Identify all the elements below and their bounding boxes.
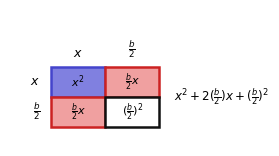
Text: $x$: $x$	[30, 75, 40, 88]
Bar	[51, 67, 105, 97]
Text: $x$: $x$	[73, 46, 83, 60]
Text: $x^2$: $x^2$	[71, 73, 85, 90]
Bar	[105, 97, 159, 127]
Text: $\frac{b}{2}$: $\frac{b}{2}$	[128, 38, 136, 60]
Text: $x^2+2(\frac{b}{2})x+(\frac{b}{2})^2$: $x^2+2(\frac{b}{2})x+(\frac{b}{2})^2$	[174, 86, 269, 107]
Bar	[105, 67, 159, 97]
Text: $(\frac{b}{2})^2$: $(\frac{b}{2})^2$	[122, 101, 143, 123]
Bar	[51, 97, 105, 127]
Text: $\frac{b}{2}x$: $\frac{b}{2}x$	[71, 101, 86, 123]
Text: $\frac{b}{2}$: $\frac{b}{2}$	[33, 101, 40, 122]
Text: $\frac{b}{2}x$: $\frac{b}{2}x$	[125, 71, 140, 93]
